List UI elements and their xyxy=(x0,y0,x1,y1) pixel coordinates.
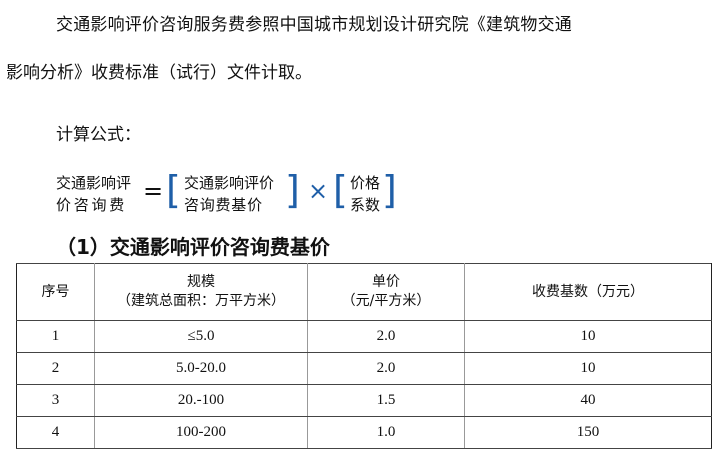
bracket-left-icon: [ xyxy=(166,168,181,212)
table-row: 2 5.0-20.0 2.0 10 xyxy=(16,352,712,385)
table-cell: 5.0-20.0 xyxy=(94,352,308,385)
section-title: （1）交通影响评价咨询费基价 xyxy=(56,235,330,259)
formula-equals: = xyxy=(143,177,164,205)
header-label: 序号 xyxy=(41,283,70,300)
table-cell: ≤5.0 xyxy=(94,320,308,353)
table-cell: 40 xyxy=(464,384,712,417)
formula-base-2: 咨 询 费 基 价 xyxy=(184,196,262,214)
table-cell: 2.0 xyxy=(307,320,465,353)
table-header-row: 序号 规模 （建筑总面积：万平方米） 单价 （元/平方米） 收费基数（万元） xyxy=(16,263,712,321)
table-row: 4 100-200 1.0 150 xyxy=(16,416,712,449)
formula-base-1: 交通影响评价 xyxy=(184,174,275,192)
header-cell: 单价 （元/平方米） xyxy=(307,263,465,321)
formula-lhs-2: 价 咨 询 费 xyxy=(56,196,124,214)
table-cell: 1.0 xyxy=(307,416,465,449)
header-sublabel: （元/平方米） xyxy=(341,293,431,309)
formula-coef-1: 价格 xyxy=(350,174,381,192)
table-cell: 20.-100 xyxy=(94,384,308,417)
table-row: 3 20.-100 1.5 40 xyxy=(16,384,712,417)
bracket-left-icon: [ xyxy=(333,168,348,212)
table-cell: 2.0 xyxy=(307,352,465,385)
formula-label: 计算公式： xyxy=(56,125,141,145)
bracket-right-icon: ] xyxy=(382,168,397,212)
table-cell: 150 xyxy=(464,416,712,449)
fee-table: 序号 规模 （建筑总面积：万平方米） 单价 （元/平方米） 收费基数（万元） 1 ≤5… xyxy=(16,263,712,449)
header-sublabel: （建筑总面积：万平方米） xyxy=(117,293,285,309)
table-cell: 1 xyxy=(16,320,95,353)
header-label: 规模 xyxy=(187,274,215,290)
paragraph-line-1: 交通影响评价咨询服务费参照中国城市规划设计研究院《建筑物交通 xyxy=(56,15,572,35)
table-cell: 10 xyxy=(464,320,712,353)
formula-times: × xyxy=(308,177,329,205)
table-cell: 3 xyxy=(16,384,95,417)
paragraph-line-2: 影响分析》收费标准（试行）文件计取。 xyxy=(6,63,312,83)
table-row: 1 ≤5.0 2.0 10 xyxy=(16,320,712,353)
bracket-right-icon: ] xyxy=(285,168,300,212)
table-cell: 2 xyxy=(16,352,95,385)
formula-coef-2: 系数 xyxy=(350,196,381,214)
header-label: 收费基数（万元） xyxy=(532,283,644,300)
table-cell: 100-200 xyxy=(94,416,308,449)
header-cell: 收费基数（万元） xyxy=(464,263,712,321)
table-cell: 10 xyxy=(464,352,712,385)
header-cell: 序号 xyxy=(16,263,95,321)
table-cell: 4 xyxy=(16,416,95,449)
table-cell: 1.5 xyxy=(307,384,465,417)
formula-lhs-1: 交通影响评 xyxy=(56,174,132,192)
header-label: 单价 xyxy=(372,274,400,290)
header-cell: 规模 （建筑总面积：万平方米） xyxy=(94,263,308,321)
